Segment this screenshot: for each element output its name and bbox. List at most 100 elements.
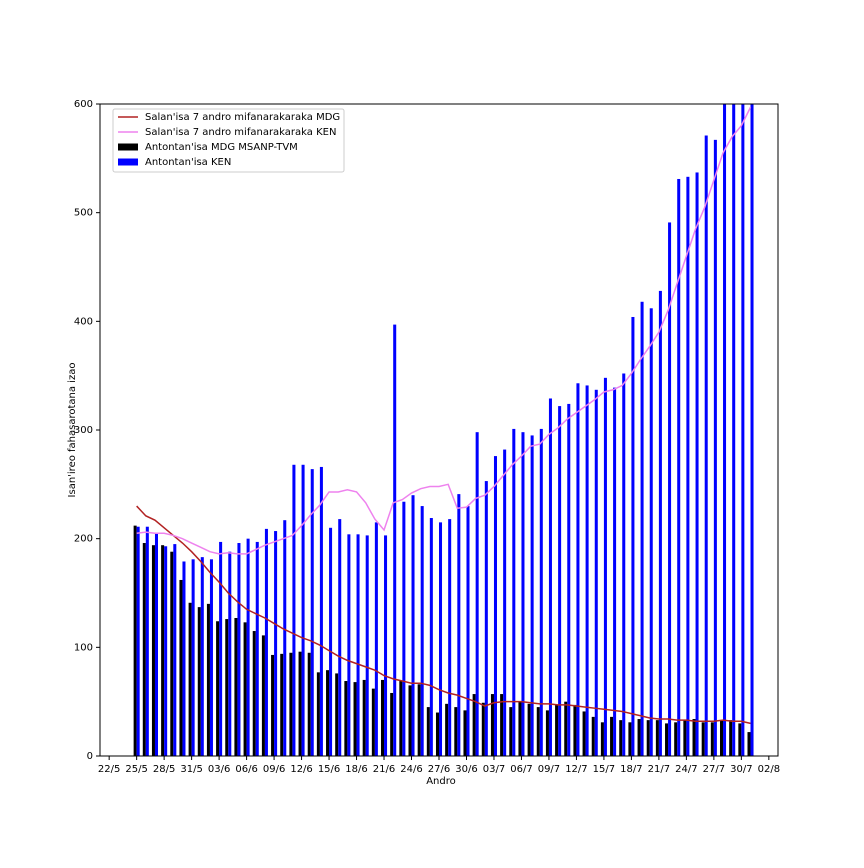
bar [539, 428, 543, 756]
bar [136, 526, 140, 756]
bar [335, 673, 339, 756]
bar [374, 522, 378, 756]
legend-label: Antontan'isa MDG MSANP-TVM [145, 142, 298, 153]
bar [545, 710, 549, 756]
x-tick-label: 18/7 [620, 764, 642, 775]
line [136, 106, 752, 555]
bar [558, 406, 562, 756]
y-tick-label: 500 [74, 208, 93, 219]
bar [151, 545, 155, 756]
bar [674, 722, 678, 756]
bar [145, 526, 149, 756]
bar [234, 617, 238, 756]
bar [603, 377, 607, 756]
bar [527, 703, 531, 756]
bar [219, 541, 223, 756]
bar [530, 435, 534, 756]
bar [228, 551, 232, 756]
bar [548, 398, 552, 756]
bar [329, 527, 333, 756]
bar [747, 732, 751, 756]
bar [319, 466, 323, 756]
bar [362, 679, 366, 756]
bar [173, 544, 177, 756]
bar [390, 692, 394, 756]
y-axis-label: Isan'ireo fahasarotana izao [67, 363, 78, 498]
x-tick-label: 30/7 [730, 764, 752, 775]
bar [399, 681, 403, 756]
bar [658, 290, 662, 756]
bar [475, 432, 479, 756]
bar [393, 324, 397, 756]
bar [301, 464, 305, 756]
bar [493, 456, 497, 756]
legend-box [112, 108, 345, 173]
bar [274, 531, 278, 756]
bar [454, 707, 458, 756]
bar [655, 720, 659, 756]
bar [646, 720, 650, 756]
bar [582, 711, 586, 756]
bar [463, 710, 467, 756]
bar [191, 559, 195, 756]
x-tick-label: 27/7 [703, 764, 725, 775]
bar [402, 501, 406, 756]
bar [512, 428, 516, 756]
x-tick-label: 30/6 [455, 764, 477, 775]
bar [283, 520, 287, 756]
bar [326, 670, 330, 756]
bar [420, 506, 424, 756]
bar [750, 104, 754, 756]
bar [182, 561, 186, 756]
bar [289, 652, 293, 756]
bar [741, 104, 745, 756]
bar [206, 603, 210, 756]
y-tick-label: 0 [87, 751, 93, 762]
bar [344, 681, 348, 756]
bar [591, 716, 595, 756]
bar [484, 481, 488, 756]
bar [640, 301, 644, 756]
bar [713, 139, 717, 756]
bar [600, 722, 604, 756]
x-tick-label: 02/8 [758, 764, 780, 775]
bar [264, 528, 268, 756]
bar [179, 579, 183, 756]
bar [216, 621, 220, 756]
bar [429, 518, 433, 756]
y-tick-label: 300 [74, 425, 93, 436]
bar [710, 722, 714, 756]
bar [353, 682, 357, 756]
bar [536, 707, 540, 756]
bar [188, 602, 192, 756]
x-tick-label: 28/5 [153, 764, 175, 775]
bar [649, 308, 653, 756]
bar [316, 672, 320, 756]
bar [628, 722, 632, 756]
bar [310, 469, 314, 756]
bar [411, 495, 415, 756]
bar [472, 694, 476, 756]
x-tick-label: 03/7 [483, 764, 505, 775]
x-tick-label: 12/7 [565, 764, 587, 775]
bar [683, 720, 687, 756]
bar [435, 712, 439, 756]
bar [622, 373, 626, 756]
bar [466, 506, 470, 756]
bar [384, 535, 388, 756]
bar [686, 176, 690, 756]
bar [197, 607, 201, 756]
bar [567, 403, 571, 756]
bar [426, 707, 430, 756]
bar [490, 694, 494, 756]
x-tick-label: 09/6 [263, 764, 285, 775]
bar [701, 722, 705, 756]
bar [500, 694, 504, 756]
x-tick-label: 15/7 [593, 764, 615, 775]
bar [594, 389, 598, 756]
x-tick-label: 22/5 [98, 764, 120, 775]
bar [521, 432, 525, 756]
bar [732, 104, 736, 756]
legend-swatch [118, 143, 138, 151]
bar [564, 701, 568, 756]
